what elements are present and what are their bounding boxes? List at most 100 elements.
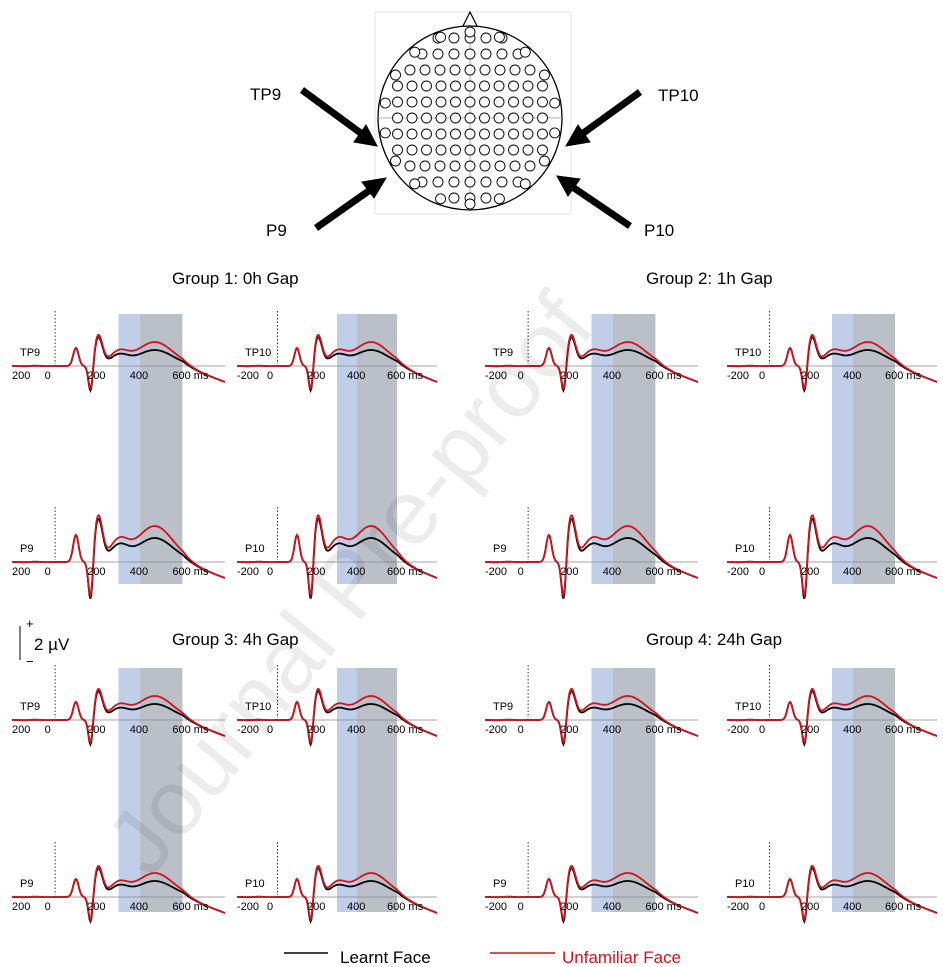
scale-label: 2 µV: [34, 635, 70, 654]
electrode-90: [496, 176, 508, 188]
electrode-76: [404, 160, 416, 172]
x-tick-label: 400: [130, 901, 148, 913]
x-tick-label: 200: [87, 901, 105, 913]
x-tick-label: 0: [45, 566, 51, 578]
trace-unfamiliar: [485, 864, 699, 922]
electrode-79: [449, 160, 461, 172]
x-tick-label: 600 ms: [885, 901, 922, 913]
electrode-14: [434, 64, 446, 76]
x-tick-label: 600 ms: [885, 566, 922, 578]
electrode-64: [537, 128, 548, 140]
electrode-27: [479, 80, 490, 92]
electrode-49: [479, 112, 490, 124]
erp-panel-TP10-g4: TP10 -200 0 200 400 600 ms: [727, 665, 938, 747]
head-label-p9: P9: [266, 221, 287, 240]
electrode-array: [379, 26, 561, 210]
channel-label: TP10: [245, 701, 271, 713]
electrode-41: [522, 96, 534, 108]
electrode-94: [480, 192, 492, 204]
scale-plus: +: [26, 616, 34, 631]
channel-label: TP9: [20, 347, 40, 359]
electrode-97: [519, 46, 531, 58]
x-tick-label: 600 ms: [885, 724, 922, 736]
erp-panel-TP9-g4: TP9 -200 0 200 400 600 ms: [485, 665, 699, 747]
electrode-105: [435, 193, 447, 205]
electrode-63: [522, 128, 534, 140]
x-tick-label: 200: [801, 566, 819, 578]
x-tick-label: 400: [843, 566, 861, 578]
electrode-22: [406, 80, 418, 92]
channel-label: P10: [735, 543, 755, 555]
electrode-103: [493, 193, 505, 205]
electrode-92: [448, 192, 460, 204]
electrode-34: [421, 96, 432, 108]
electrode-21: [392, 80, 403, 92]
trace-unfamiliar: [727, 687, 938, 745]
x-tick-label: -200: [485, 370, 507, 382]
trace-unfamiliar: [12, 333, 226, 391]
x-tick-label: 600 ms: [645, 566, 682, 578]
erp-panel-P10-g4: P10 -200 0 200 400 600 ms: [727, 842, 938, 924]
channel-label: TP10: [735, 701, 761, 713]
x-tick-label: 600 ms: [387, 370, 424, 382]
x-tick-label: 400: [603, 566, 621, 578]
electrode-1: [448, 32, 460, 44]
x-tick-label: -200: [237, 370, 259, 382]
electrode-17: [479, 64, 491, 76]
electrode-44: [406, 112, 418, 124]
trace-unfamiliar: [12, 864, 226, 922]
electrode-61: [493, 128, 505, 140]
x-tick-label: 0: [759, 901, 765, 913]
electrode-95: [464, 26, 476, 38]
x-tick-label: 400: [130, 724, 148, 736]
x-tick-label: 600 ms: [172, 724, 209, 736]
trace-unfamiliar: [485, 333, 699, 391]
electrode-89: [480, 176, 492, 188]
x-tick-label: 400: [603, 370, 621, 382]
electrode-104: [464, 198, 476, 210]
legend-learnt-label: Learnt Face: [340, 948, 431, 967]
x-tick-label: 600 ms: [645, 901, 682, 913]
x-tick-label: 400: [130, 370, 148, 382]
electrode-96: [493, 31, 505, 43]
electrode-46: [435, 112, 447, 124]
electrode-7: [448, 48, 460, 60]
electrode-101: [539, 155, 550, 167]
electrode-55: [406, 128, 418, 140]
electrode-78: [434, 160, 446, 172]
electrode-45: [421, 112, 432, 124]
electrode-66: [406, 144, 418, 156]
x-tick-label: 600 ms: [645, 370, 682, 382]
electrode-8: [464, 48, 476, 60]
x-tick-label: -200: [237, 566, 259, 578]
channel-label: P10: [245, 543, 265, 555]
x-tick-label: 200: [87, 724, 105, 736]
window-400-600: [853, 668, 895, 912]
window-400-600: [357, 668, 397, 912]
erp-panel-TP9-g3: TP9 200 0 200 400 600 ms: [12, 665, 226, 747]
electrode-3: [480, 32, 492, 44]
electrode-65: [392, 144, 403, 156]
trace-unfamiliar: [237, 333, 438, 391]
x-tick-label: 200: [307, 901, 325, 913]
x-tick-label: 200: [87, 370, 105, 382]
electrode-51: [508, 112, 519, 124]
group-1-title: Group 1: 0h Gap: [172, 269, 299, 288]
electrode-42: [537, 96, 548, 108]
x-tick-label: -200: [237, 724, 259, 736]
channel-label: P10: [735, 878, 755, 890]
arrows: [299, 87, 643, 231]
electrode-59: [464, 128, 476, 140]
electrode-31: [537, 80, 548, 92]
electrode-40: [508, 96, 519, 108]
x-tick-label: -200: [485, 566, 507, 578]
x-tick-label: 600 ms: [645, 724, 682, 736]
x-tick-label: 400: [347, 724, 365, 736]
x-tick-label: -200: [237, 901, 259, 913]
electrode-39: [493, 96, 505, 108]
electrode-58: [450, 128, 461, 140]
x-tick-label: 0: [518, 566, 524, 578]
x-tick-label: 200: [801, 901, 819, 913]
x-tick-label: -200: [727, 370, 749, 382]
